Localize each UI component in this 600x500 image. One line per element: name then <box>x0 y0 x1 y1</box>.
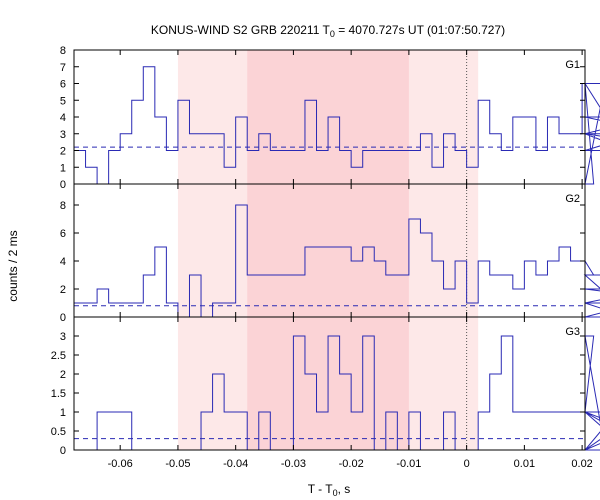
y-tick-label-g1: 8 <box>60 45 66 57</box>
x-tick-label: -0.03 <box>281 458 306 470</box>
histograms <box>74 66 600 451</box>
y-tick-label-g3: 0 <box>60 445 66 457</box>
x-tick-label: -0.06 <box>108 458 133 470</box>
y-tick-label-g1: 2 <box>60 146 66 158</box>
x-axis-title-subscript: 0 <box>333 488 338 498</box>
y-tick-label-g1: 4 <box>60 112 66 124</box>
histogram-series-g1 <box>74 66 600 185</box>
y-tick-label-g1: 0 <box>60 179 66 191</box>
x-axis-title-main: T - T <box>308 482 334 496</box>
y-tick-label-g1: 6 <box>60 79 66 91</box>
y-tick-label-g3: 1 <box>60 407 66 419</box>
y-tick-label-g3: 0.5 <box>51 426 66 438</box>
y-tick-label-g2: 8 <box>60 200 66 212</box>
histogram-series-g3 <box>74 335 600 451</box>
chart-title-subscript: 0 <box>330 29 335 39</box>
x-axis-title: T - T0, s <box>308 482 351 498</box>
y-tick-label-g1: 7 <box>60 62 66 74</box>
x-tick-label: 0.01 <box>514 458 535 470</box>
panel-label-g3: G3 <box>565 326 580 338</box>
y-axis-title: counts / 2 ms <box>6 230 20 301</box>
chart-title-rest: = 4070.727s UT (01:07:50.727) <box>335 23 505 37</box>
x-tick-label: -0.02 <box>339 458 364 470</box>
y-tick-label-g3: 2 <box>60 369 66 381</box>
y-tick-label-g2: 6 <box>60 228 66 240</box>
axis-ticks: G1 0 1 2 3 4 5 6 7 8 G2 0 2 4 6 8 G3 0 0.5 1 1.5 2 2.5 3 -0.06 -0… <box>51 45 593 470</box>
x-tick-label: -0.04 <box>223 458 248 470</box>
chart-title: KONUS-WIND S2 GRB 220211 T0 = 4070.727s … <box>151 23 505 39</box>
x-tick-label: -0.05 <box>165 458 190 470</box>
y-tick-label-g1: 1 <box>60 162 66 174</box>
x-tick-label: -0.01 <box>396 458 421 470</box>
y-tick-label-g1: 5 <box>60 95 66 107</box>
panel-frame-g3 <box>73 316 586 451</box>
y-tick-label-g1: 3 <box>60 129 66 141</box>
y-tick-label-g3: 1.5 <box>51 388 66 400</box>
x-tick-label: 0.02 <box>571 458 592 470</box>
chart-title-main: KONUS-WIND S2 GRB 220211 T <box>151 23 331 37</box>
x-axis-title-rest: , s <box>338 482 351 496</box>
y-tick-label-g3: 2.5 <box>51 350 66 362</box>
y-tick-label-g2: 2 <box>60 284 66 296</box>
panel-label-g2: G2 <box>565 193 580 205</box>
y-tick-label-g2: 0 <box>60 312 66 324</box>
panel-label-g1: G1 <box>565 59 580 71</box>
y-tick-label-g2: 4 <box>60 256 66 268</box>
y-tick-label-g3: 3 <box>60 331 66 343</box>
x-tick-label: 0 <box>464 458 470 470</box>
